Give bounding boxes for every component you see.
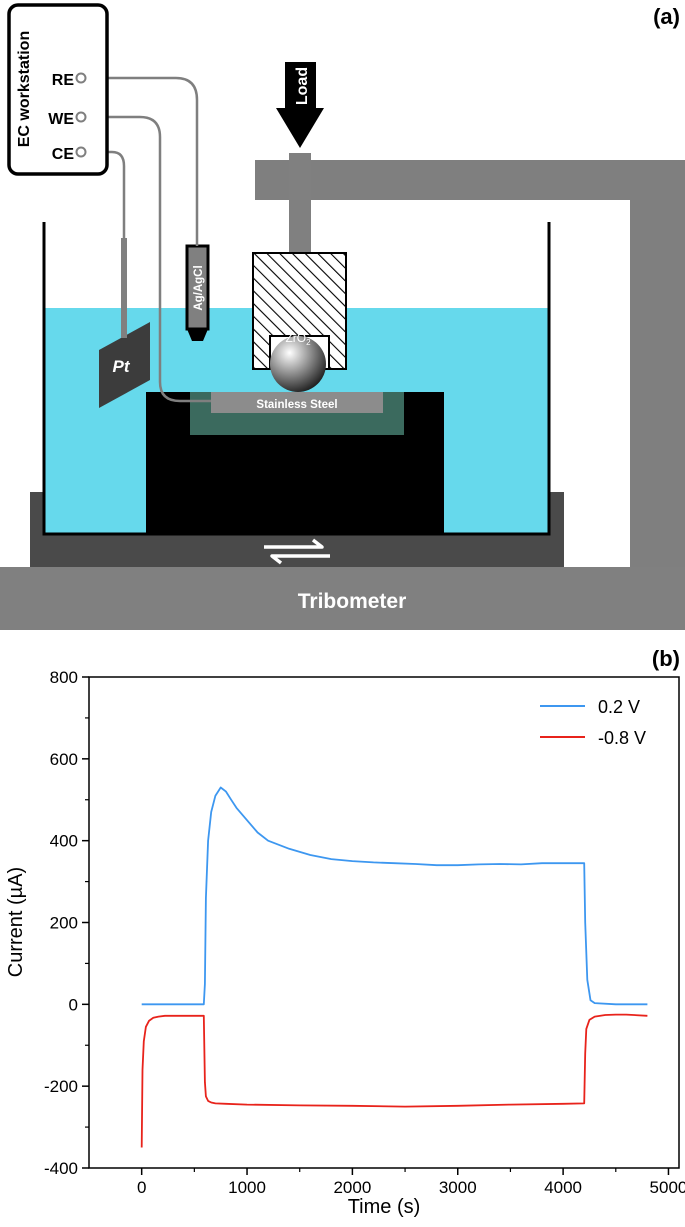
panel-a-label: (a) — [653, 4, 680, 29]
re-terminal-label: RE — [52, 72, 75, 89]
zro2-label: ZrO2 — [285, 331, 311, 347]
x-tick-label-5: 5000 — [650, 1178, 685, 1197]
y-tick-label-0: -400 — [44, 1159, 78, 1178]
chart-legend: 0.2 V -0.8 V — [540, 697, 646, 748]
ag-agcl-label: Ag/AgCl — [193, 265, 205, 310]
pt-counter-electrode — [99, 322, 150, 408]
tribometer-base — [0, 567, 685, 630]
electrochemical-cell — [42, 222, 551, 536]
reference-electrode-tip — [187, 329, 208, 341]
panel-a-schematic: (a) Tribometer Stainless Steel Load — [0, 3, 685, 630]
x-tick-label-0: 0 — [137, 1178, 146, 1197]
pt-label: Pt — [113, 357, 131, 376]
ce-wire — [86, 150, 126, 338]
ce-lead — [121, 238, 127, 338]
legend-label-neg-0-8v: -0.8 V — [598, 728, 646, 748]
zro2-ball — [270, 336, 326, 392]
load-frame-column — [630, 160, 685, 567]
reciprocating-arrows-icon — [264, 538, 330, 565]
y-tick-label-5: 600 — [50, 750, 78, 769]
re-terminal — [75, 72, 87, 84]
re-wire — [86, 76, 199, 246]
ec-workstation-label: EC workstation — [16, 31, 33, 147]
we-terminal-label: WE — [48, 111, 74, 128]
chart-frame — [88, 676, 680, 1169]
ec-workstation-box — [7, 3, 109, 176]
stainless-steel-sample — [211, 392, 383, 413]
down-arrow-icon — [276, 62, 324, 148]
load-shaft — [289, 153, 311, 254]
y-axis-label: Current (µA) — [5, 867, 27, 977]
x-tick-label-2: 2000 — [333, 1178, 371, 1197]
y-tick-label-1: -200 — [44, 1077, 78, 1096]
x-axis-label: Time (s) — [348, 1196, 421, 1218]
y-tick-label-3: 200 — [50, 914, 78, 933]
load-label: Load — [294, 67, 311, 105]
ce-terminal-label: CE — [52, 146, 75, 163]
series-line-1 — [140, 1013, 648, 1148]
we-wire — [86, 115, 211, 403]
x-tick-label-4: 4000 — [544, 1178, 582, 1197]
load-frame-arm — [255, 160, 685, 200]
y-tick-label-2: 0 — [69, 995, 78, 1014]
panel-b-chart: (b) 0 1000 2000 3000 4000 5000 -400 -200 0 200 400… — [5, 646, 685, 1218]
tribometer-label: Tribometer — [298, 590, 407, 613]
panel-b-label: (b) — [652, 646, 680, 671]
legend-label-0-2v: 0.2 V — [598, 697, 640, 717]
we-terminal — [75, 111, 87, 123]
stainless-steel-label: Stainless Steel — [256, 399, 337, 411]
x-tick-label-3: 3000 — [439, 1178, 477, 1197]
y-tick-label-6: 800 — [50, 668, 78, 687]
y-tick-label-4: 400 — [50, 832, 78, 851]
x-tick-label-1: 1000 — [228, 1178, 266, 1197]
chart-axes: 0 1000 2000 3000 4000 5000 -400 -200 0 200 400 600 8… — [44, 668, 685, 1197]
series-line-0 — [141, 786, 648, 1006]
chart-plot-area — [140, 786, 648, 1148]
ce-terminal — [75, 146, 87, 158]
